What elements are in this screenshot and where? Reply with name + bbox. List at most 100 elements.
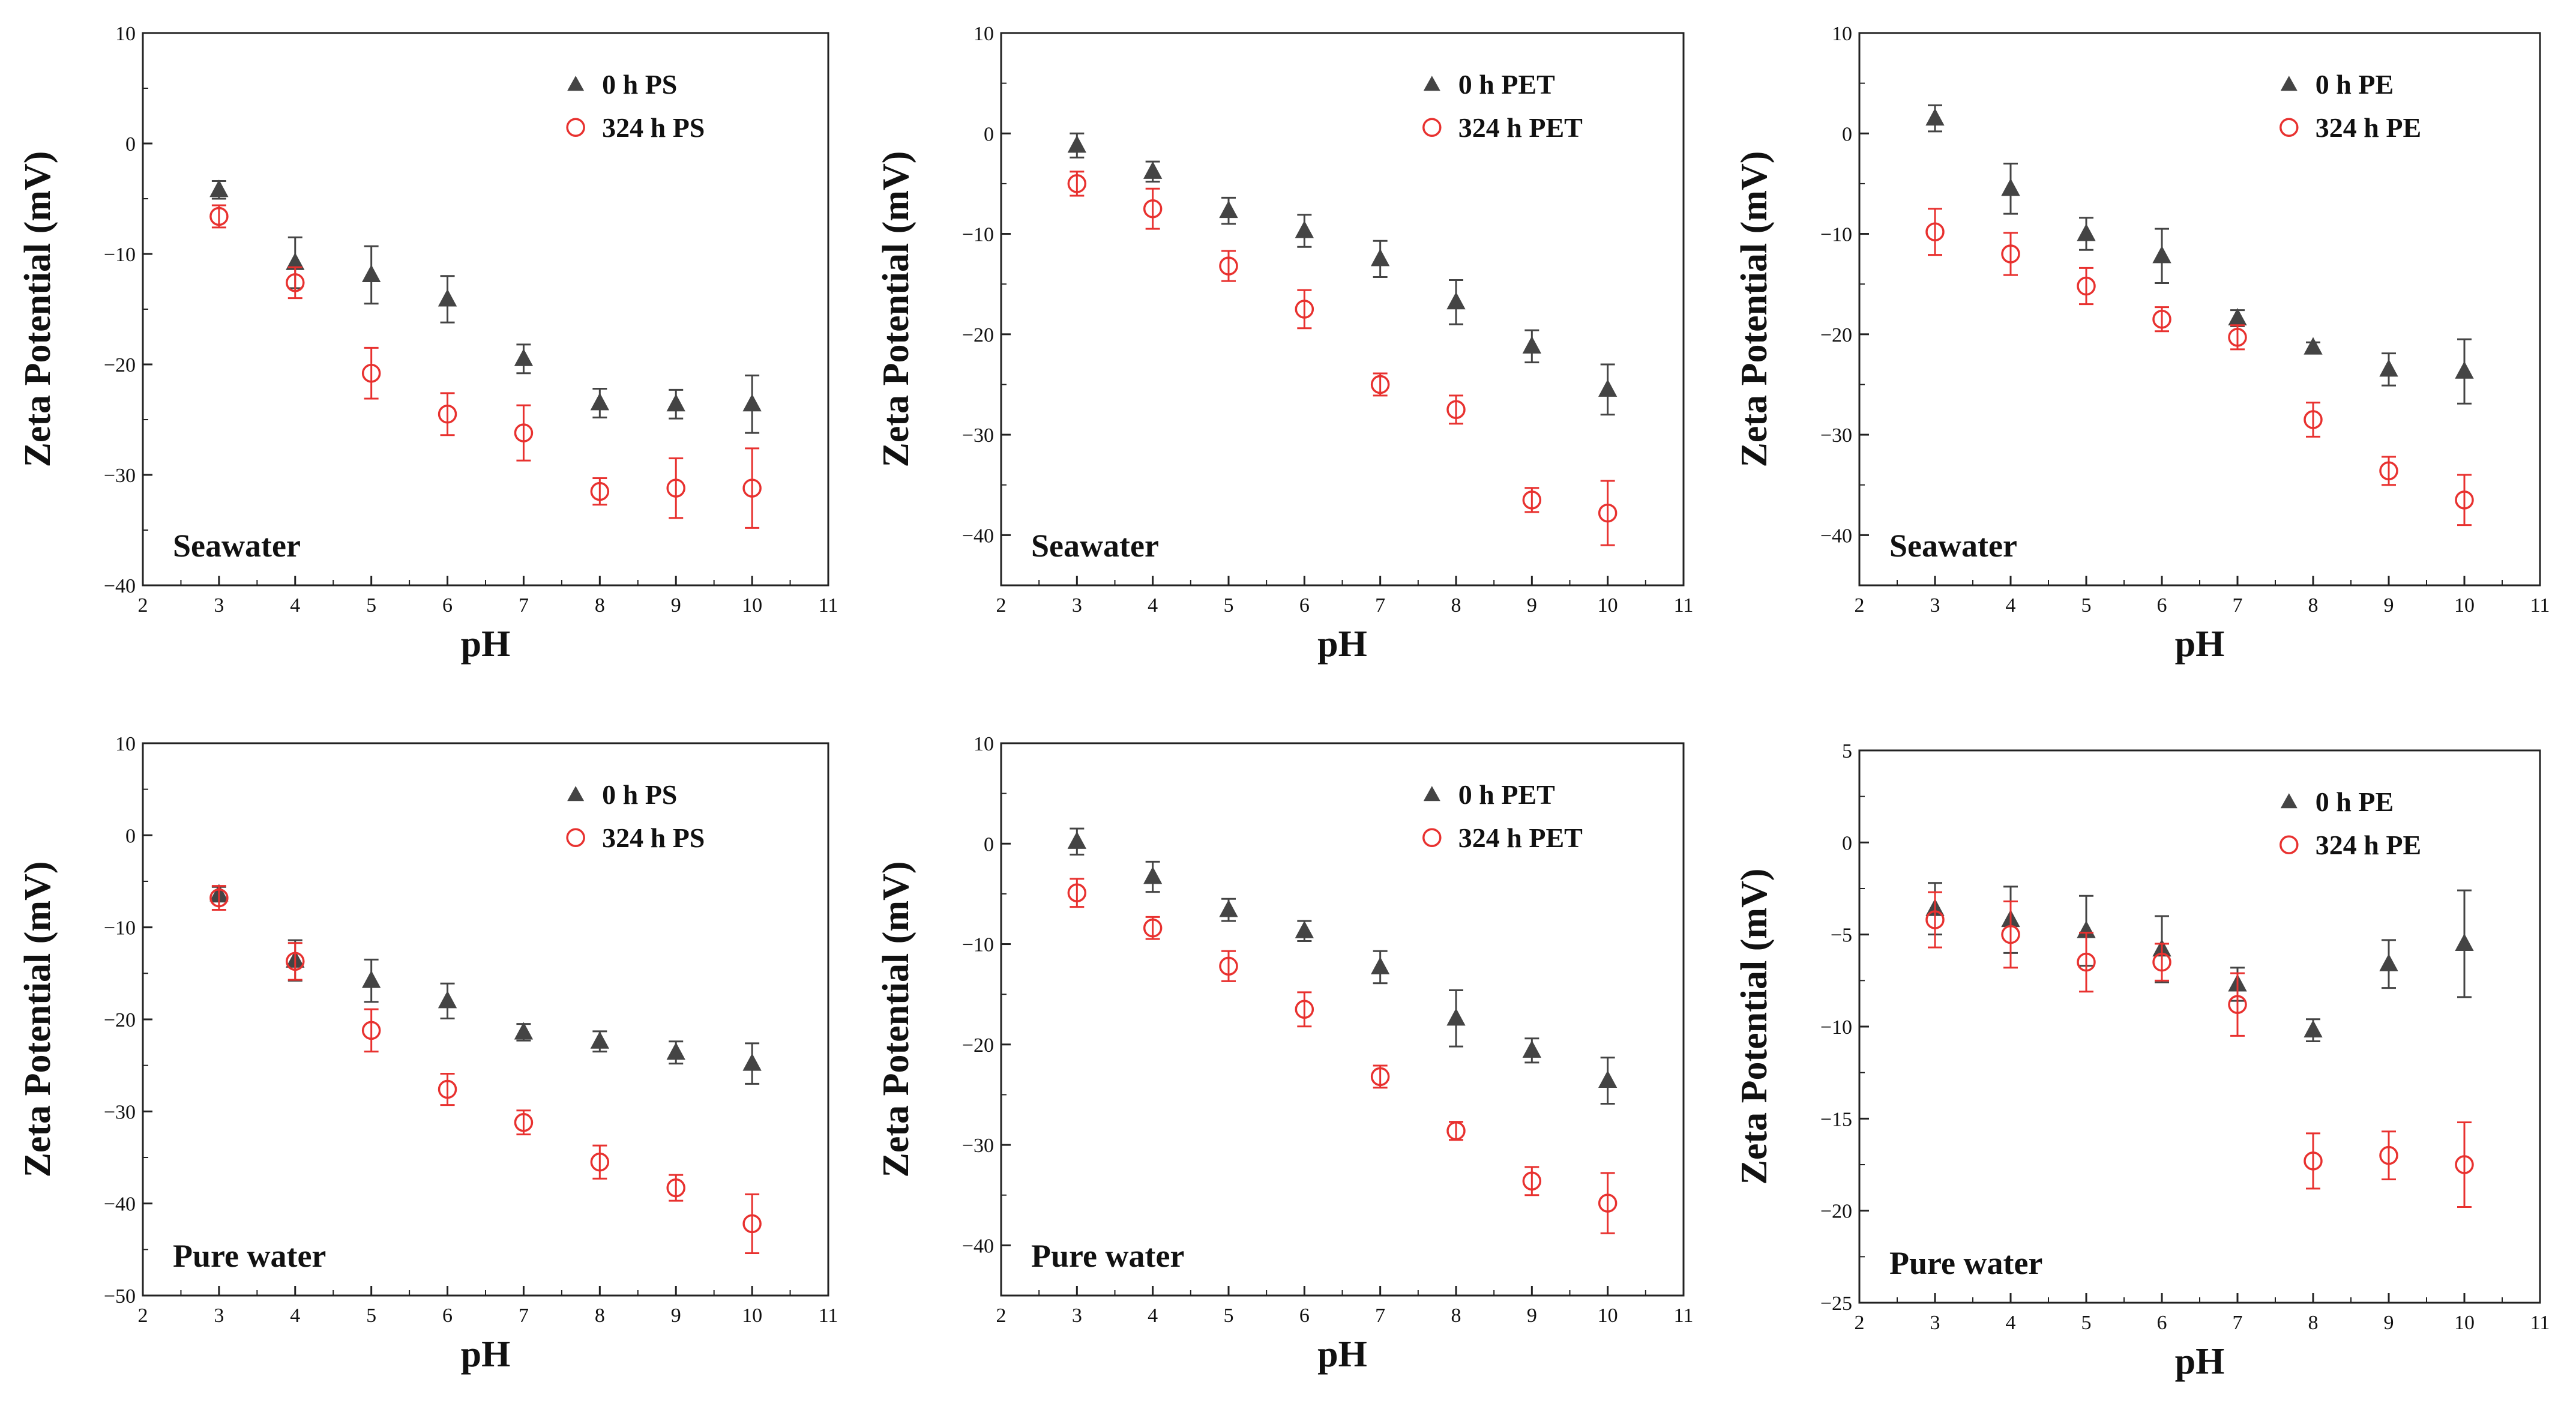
x-tick-label: 10 — [2454, 1312, 2475, 1334]
y-tick-label: −10 — [962, 934, 994, 956]
data-point-circle — [286, 952, 305, 971]
series-circle-group — [1067, 878, 1618, 1234]
y-tick-label: 10 — [115, 733, 136, 755]
data-point-circle — [2304, 1151, 2323, 1171]
data-point-triangle — [1295, 220, 1314, 238]
data-point-triangle — [1370, 249, 1390, 267]
legend-marker-triangle — [1423, 76, 1440, 91]
legend-marker-triangle — [1423, 786, 1440, 801]
x-axis-title: pH — [461, 624, 511, 665]
data-point-circle — [1446, 400, 1466, 420]
data-point-circle — [2077, 952, 2096, 972]
x-axis-title: pH — [2175, 624, 2225, 665]
series-triangle-group — [1925, 104, 2474, 405]
x-axis-title: pH — [1317, 1334, 1367, 1375]
y-tick-label: 0 — [984, 123, 994, 145]
data-point-triangle — [2228, 307, 2247, 326]
x-tick-label: 5 — [366, 594, 376, 617]
data-point-circle — [514, 423, 534, 442]
legend-label: 324 h PS — [602, 822, 705, 853]
data-point-triangle — [438, 991, 457, 1009]
x-tick-label: 10 — [2454, 594, 2475, 617]
y-tick-label: 5 — [1842, 740, 1852, 762]
x-tick-label: 10 — [742, 1305, 762, 1327]
data-point-triangle — [1522, 1040, 1542, 1058]
plot-frame — [142, 32, 829, 587]
y-tick-label: −20 — [1820, 1201, 1852, 1223]
data-point-triangle — [2379, 359, 2398, 377]
y-tick-label: −20 — [104, 1009, 136, 1031]
legend-label: 0 h PET — [1458, 779, 1555, 810]
x-tick-label: 4 — [1148, 1305, 1158, 1327]
data-point-triangle — [2077, 223, 2096, 241]
condition-annotation: Seawater — [173, 528, 301, 564]
data-point-triangle — [2379, 953, 2398, 971]
data-point-triangle — [1925, 108, 1945, 126]
data-point-triangle — [514, 348, 534, 366]
data-point-circle — [666, 478, 685, 498]
x-tick-label: 4 — [2006, 1312, 2016, 1334]
y-tick-label: −40 — [962, 525, 994, 547]
data-point-circle — [2228, 995, 2247, 1014]
y-tick-label: 0 — [1842, 123, 1852, 145]
y-tick-label: −10 — [1820, 224, 1852, 246]
x-tick-label: 2 — [996, 594, 1007, 617]
data-point-circle — [361, 363, 381, 383]
data-point-circle — [1370, 1067, 1390, 1087]
y-tick-label: −40 — [104, 1193, 136, 1216]
data-point-triangle — [1370, 956, 1390, 975]
x-axis-title: pH — [2175, 1341, 2225, 1382]
data-point-circle — [1295, 300, 1314, 319]
data-point-circle — [1143, 919, 1163, 938]
y-tick-label: 0 — [125, 825, 136, 847]
x-tick-label: 9 — [1527, 1305, 1537, 1327]
x-tick-label: 5 — [366, 1305, 376, 1327]
x-tick-label: 9 — [671, 1305, 681, 1327]
legend-label: 324 h PE — [2316, 112, 2421, 143]
data-point-triangle — [361, 970, 381, 988]
data-point-triangle — [2001, 178, 2020, 196]
legend-label: 324 h PS — [602, 112, 705, 143]
plot-frame — [1858, 749, 2541, 1304]
data-point-circle — [1067, 174, 1087, 193]
y-axis-title: Zeta Potential (mV) — [876, 151, 916, 468]
condition-annotation: Pure water — [1889, 1245, 2042, 1281]
data-point-circle — [2152, 309, 2171, 329]
series-triangle-group — [209, 884, 762, 1085]
data-point-triangle — [590, 393, 610, 411]
y-tick-label: 0 — [125, 133, 136, 155]
y-tick-label: 10 — [1832, 23, 1852, 45]
chart-panel-top-right: 2 3 4 5 6 7 8 9 10 11 10 0 −10 −20 −30 −40 pH Zeta Potent… — [1734, 23, 2550, 665]
data-point-triangle — [666, 394, 685, 412]
x-tick-label: 2 — [1855, 594, 1865, 617]
x-tick-label: 8 — [595, 1305, 605, 1327]
data-point-triangle — [2152, 246, 2171, 264]
data-point-triangle — [1446, 1008, 1466, 1026]
y-tick-label: −20 — [104, 354, 136, 376]
data-point-triangle — [2304, 337, 2323, 355]
chart-panel-top-left: 2 3 4 5 6 7 8 9 10 11 10 0 −10 −20 −30 −40 pH Zeta Potent… — [17, 23, 838, 665]
data-point-triangle — [514, 1022, 534, 1040]
x-tick-label: 11 — [2530, 1312, 2550, 1334]
x-tick-label: 10 — [742, 594, 762, 617]
x-tick-label: 8 — [1451, 1305, 1461, 1327]
data-point-triangle — [1067, 135, 1087, 153]
data-point-triangle — [1598, 1070, 1618, 1088]
x-tick-label: 5 — [2081, 1312, 2092, 1334]
data-point-circle — [2379, 1145, 2398, 1165]
series-circle-group — [1925, 891, 2474, 1208]
data-point-triangle — [438, 289, 457, 307]
x-tick-label: 9 — [2384, 1312, 2394, 1334]
x-tick-label: 10 — [1598, 1305, 1618, 1327]
y-tick-label: −20 — [962, 1034, 994, 1057]
x-axis-title: pH — [461, 1334, 511, 1375]
data-point-circle — [666, 1178, 685, 1198]
data-point-circle — [2455, 1155, 2474, 1174]
x-tick-label: 6 — [1299, 594, 1310, 617]
x-tick-label: 3 — [214, 594, 224, 617]
y-tick-label: 0 — [1842, 832, 1852, 854]
x-tick-label: 11 — [2530, 594, 2550, 617]
data-point-circle — [2228, 328, 2247, 347]
x-tick-label: 3 — [1930, 594, 1940, 617]
